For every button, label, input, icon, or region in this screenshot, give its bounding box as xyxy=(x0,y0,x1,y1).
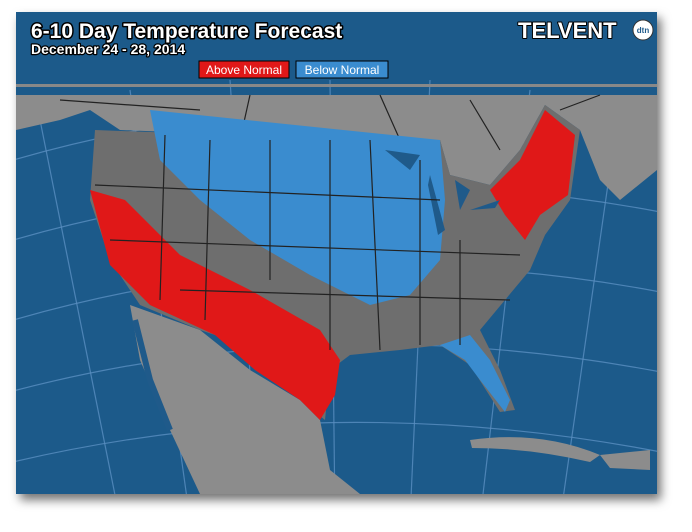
logo-badge-text: dtn xyxy=(637,26,650,35)
title: 6-10 Day Temperature Forecast xyxy=(31,20,342,43)
logo: TELVENT xyxy=(518,18,617,43)
header-rule xyxy=(16,84,657,87)
mexico xyxy=(130,305,360,494)
below-normal-region xyxy=(440,335,510,412)
state-borders xyxy=(94,134,521,351)
cuba xyxy=(470,437,600,462)
legend-label: Above Normal xyxy=(206,63,282,77)
subtitle: December 24 - 28, 2014 xyxy=(31,41,185,57)
map-body xyxy=(16,79,657,494)
legend-swatch xyxy=(295,60,389,79)
above-normal-region xyxy=(490,110,575,240)
legend-swatch xyxy=(198,60,290,79)
legend-label: Below Normal xyxy=(305,63,380,77)
great-lakes xyxy=(385,150,500,235)
above-normal-region xyxy=(90,190,340,420)
logo-badge xyxy=(632,19,654,41)
